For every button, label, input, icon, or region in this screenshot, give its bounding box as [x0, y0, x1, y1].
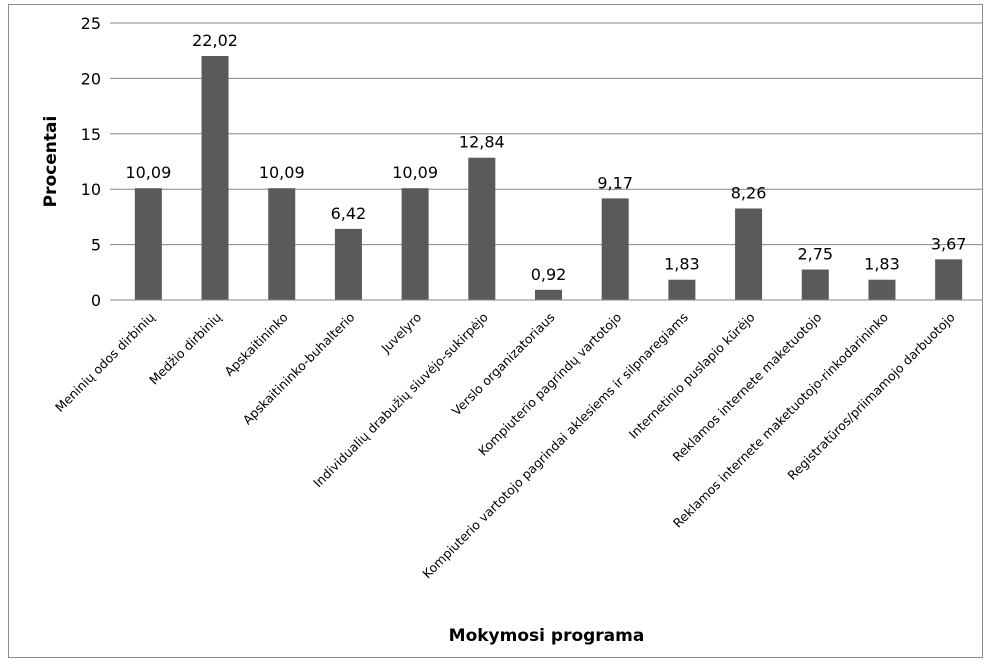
y-tick-label: 25 [81, 14, 101, 33]
y-tick-label: 15 [81, 125, 101, 144]
y-axis-ticks: 0 5 10 15 20 25 [81, 14, 115, 310]
bar [201, 56, 229, 300]
data-label: 2,75 [797, 245, 833, 264]
data-label: 10,09 [259, 163, 305, 182]
data-label: 0,92 [531, 265, 567, 284]
bar-chart: 0 5 10 15 20 25 10,09 22,02 10,09 6,42 10,09 12,84… [41, 14, 982, 646]
bar [401, 188, 429, 300]
y-tick-label: 0 [91, 291, 101, 310]
x-category-label: Reklamos internete maketuotojo [670, 310, 825, 465]
data-label: 1,83 [664, 255, 700, 274]
x-category-label: Internetinio puslapio kūrėjo [626, 310, 758, 442]
x-category-label: Juvelyro [378, 310, 425, 357]
y-tick-label: 10 [81, 180, 101, 199]
chart-frame: 0 5 10 15 20 25 10,09 22,02 10,09 6,42 10,09 12,84… [8, 4, 983, 658]
bar [535, 289, 562, 300]
x-category-label: Apskaitininko [221, 310, 291, 380]
x-category-label: Apskaitininko-buhalterio [240, 310, 358, 428]
data-label: 10,09 [125, 163, 171, 182]
data-label: 9,17 [597, 173, 633, 192]
data-label: 12,84 [459, 133, 505, 152]
bar [334, 228, 362, 300]
bars [134, 56, 963, 300]
data-label: 22,02 [192, 31, 238, 50]
bar [268, 188, 296, 300]
gridlines [115, 22, 982, 246]
y-tick-label: 5 [91, 236, 101, 255]
bar [801, 269, 829, 300]
data-label: 3,67 [931, 234, 967, 253]
data-label: 8,26 [731, 183, 767, 202]
bar [134, 188, 162, 300]
data-label: 1,83 [864, 255, 900, 274]
bar [735, 208, 763, 300]
data-label: 6,42 [331, 204, 367, 223]
y-tick-label: 20 [81, 69, 101, 88]
bar [935, 259, 963, 300]
x-axis-title: Mokymosi programa [449, 626, 645, 646]
data-labels: 10,09 22,02 10,09 6,42 10,09 12,84 0,92 9,17 1,8… [125, 31, 966, 284]
x-category-label: Medžio dirbinių [146, 309, 224, 387]
y-axis-title: Procentai [41, 116, 61, 208]
bar [601, 198, 629, 300]
x-category-label: Kompiuterio pagrindų vartotojo [475, 310, 624, 459]
x-category-label: Meninių odos dirbinių [52, 309, 158, 415]
bar [668, 279, 696, 300]
data-label: 10,09 [392, 163, 438, 182]
bar [468, 157, 496, 300]
bar [868, 279, 896, 300]
